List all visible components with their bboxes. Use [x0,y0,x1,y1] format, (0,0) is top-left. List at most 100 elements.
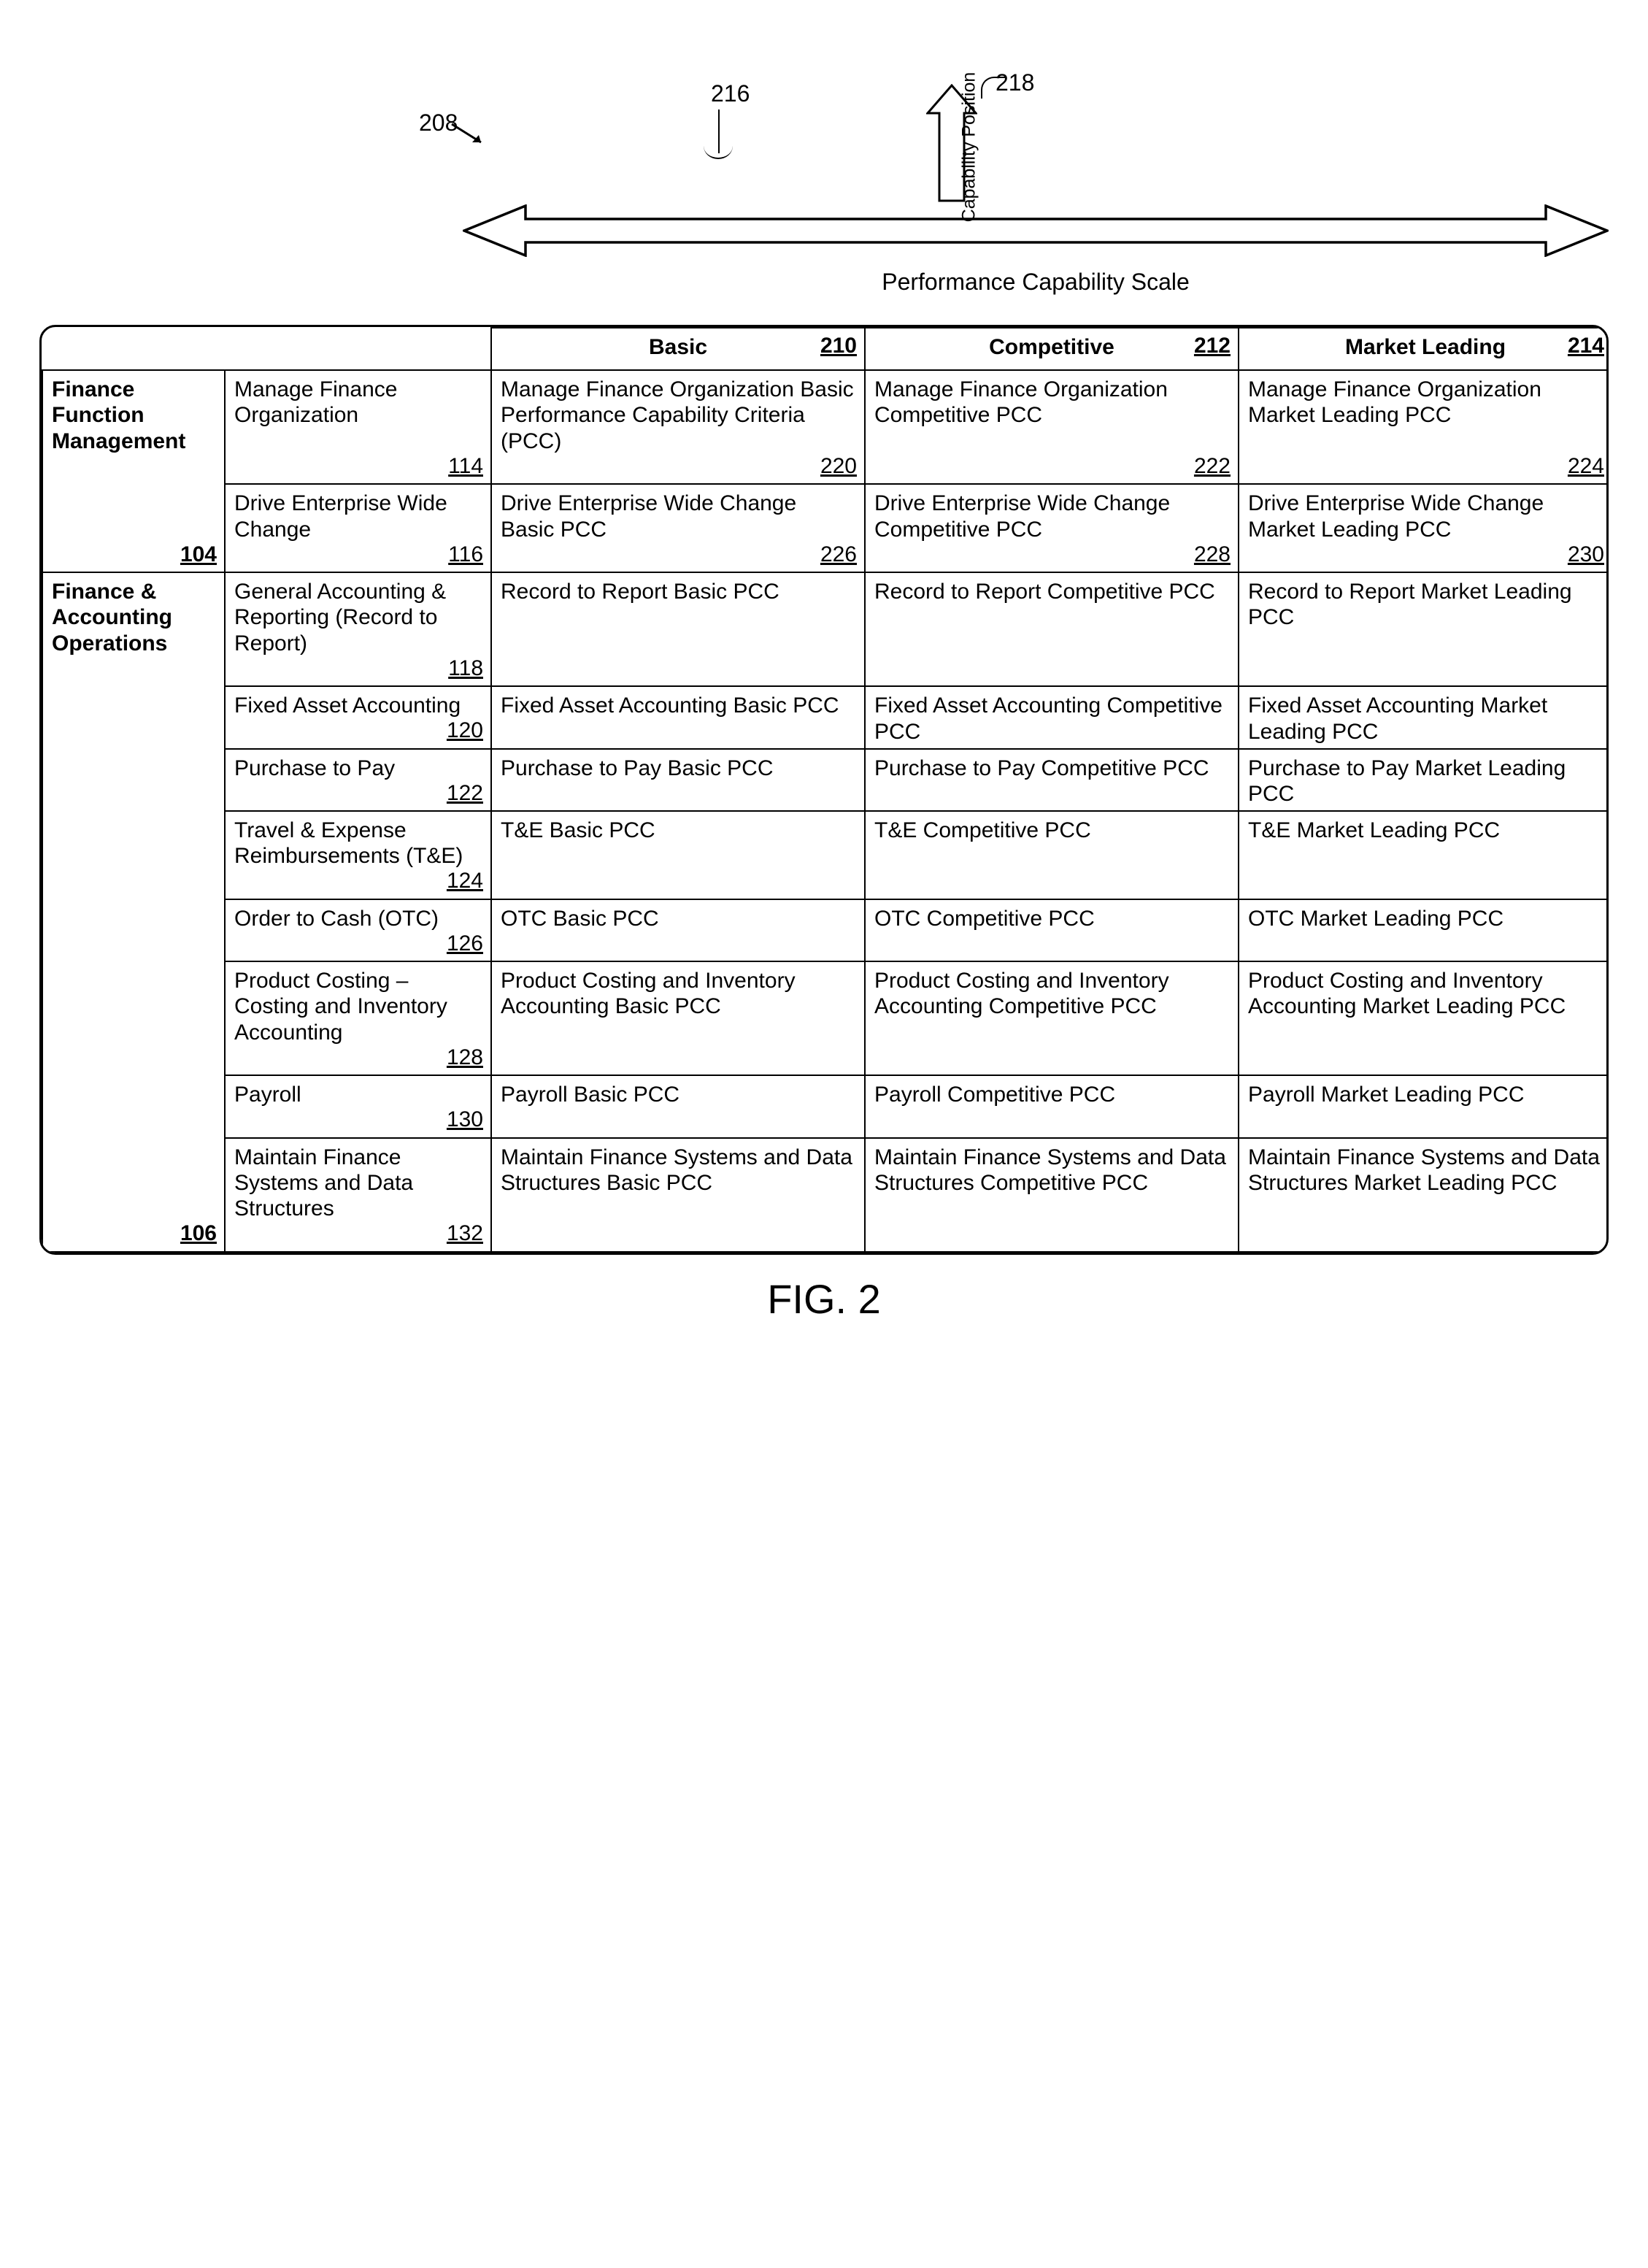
ref-216-label: 216 [711,80,750,107]
blank-header-cell [42,328,491,370]
row-label-cell: Manage Finance Organization 114 [225,370,491,484]
data-cell-text: Manage Finance Organization Market Leadi… [1248,377,1541,427]
table-header-row: Basic 210 Competitive 212 Market Leading… [42,328,1609,370]
category-label: Finance & Accounting Operations [52,580,172,656]
data-cell: Product Costing and Inventory Accounting… [865,961,1239,1075]
data-cell-ref: 222 [1194,453,1231,479]
data-cell-ref: 228 [1194,542,1231,567]
data-cell: Maintain Finance Systems and Data Struct… [1239,1138,1609,1252]
category-cell: Finance Function Management104 [42,370,225,572]
row-label-text: Drive Enterprise Wide Change [234,491,447,541]
data-cell-text: OTC Market Leading PCC [1248,907,1503,931]
row-label-ref: 120 [447,718,483,743]
data-cell-text: Product Costing and Inventory Accounting… [501,969,796,1018]
row-label-ref: 126 [447,931,483,956]
col-header-label: Market Leading [1345,335,1506,359]
category-ref: 106 [180,1221,217,1246]
category-ref: 104 [180,542,217,567]
data-cell-text: Fixed Asset Accounting Market Leading PC… [1248,693,1547,743]
table-row: Payroll 130 Payroll Basic PCC Payroll Compe… [42,1075,1609,1137]
data-cell: Record to Report Basic PCC [491,572,865,686]
row-label-ref: 122 [447,780,483,806]
row-label-ref: 118 [448,656,483,681]
row-label-cell: Product Costing – Costing and Inventory … [225,961,491,1075]
row-label-text: Maintain Finance Systems and Data Struct… [234,1145,413,1221]
data-cell: Maintain Finance Systems and Data Struct… [491,1138,865,1252]
row-label-ref: 132 [447,1221,483,1246]
col-header-basic: Basic 210 [491,328,865,370]
data-cell: Manage Finance Organization Market Leadi… [1239,370,1609,484]
data-cell: Manage Finance Organization Basic Perfor… [491,370,865,484]
data-cell-text: Record to Report Market Leading PCC [1248,580,1572,629]
data-cell: Fixed Asset Accounting Market Leading PC… [1239,686,1609,748]
table-row: Fixed Asset Accounting120 Fixed Asset Acc… [42,686,1609,748]
row-label-ref: 116 [448,542,483,567]
data-cell: Product Costing and Inventory Accounting… [491,961,865,1075]
row-label-text: Order to Cash (OTC) [234,907,439,931]
data-cell-text: Fixed Asset Accounting Basic PCC [501,693,839,718]
col-header-ref: 210 [820,333,857,358]
data-cell: T&E Basic PCC [491,811,865,899]
data-cell-text: Purchase to Pay Basic PCC [501,756,774,780]
row-label-ref: 128 [447,1045,483,1070]
data-cell-text: Purchase to Pay Competitive PCC [874,756,1209,780]
row-label-text: General Accounting & Reporting (Record t… [234,580,446,656]
category-cell: Finance & Accounting Operations 106 [42,572,225,1252]
capability-table: Basic 210 Competitive 212 Market Leading… [42,327,1609,1253]
data-cell: Payroll Market Leading PCC [1239,1075,1609,1137]
data-cell-text: OTC Basic PCC [501,907,659,931]
data-cell: Purchase to Pay Basic PCC [491,749,865,811]
table-row: Order to Cash (OTC)126OTC Basic PCCOTC C… [42,899,1609,961]
data-cell-text: T&E Competitive PCC [874,818,1091,842]
capability-position-arrow: Capability Position [926,84,977,201]
row-label-cell: Maintain Finance Systems and Data Struct… [225,1138,491,1252]
row-label-text: Purchase to Pay [234,756,395,780]
row-label-ref: 130 [447,1107,483,1132]
data-cell: Drive Enterprise Wide Change Competitive… [865,484,1239,572]
row-label-cell: General Accounting & Reporting (Record t… [225,572,491,686]
double-arrow-icon [463,204,1609,257]
data-cell: Payroll Competitive PCC [865,1075,1239,1137]
table-row: Purchase to Pay 122 Purchase to Pay Basic … [42,749,1609,811]
data-cell: Maintain Finance Systems and Data Struct… [865,1138,1239,1252]
capability-table-wrap: Basic 210 Competitive 212 Market Leading… [39,325,1609,1255]
table-row: Travel & Expense Reimbursements (T&E)124… [42,811,1609,899]
data-cell: Manage Finance Organization Competitive … [865,370,1239,484]
row-label-cell: Order to Cash (OTC) 126 [225,899,491,961]
ref-218-label: 218 [996,69,1034,96]
data-cell: Fixed Asset Accounting Basic PCC [491,686,865,748]
row-label-cell: Drive Enterprise Wide Change116 [225,484,491,572]
ref-208-arrow-icon [448,120,492,150]
figure-label: FIG. 2 [39,1275,1609,1323]
data-cell-text: Record to Report Competitive PCC [874,580,1215,604]
data-cell-text: Payroll Basic PCC [501,1083,679,1107]
data-cell: T&E Competitive PCC [865,811,1239,899]
data-cell-text: Manage Finance Organization Basic Perfor… [501,377,854,453]
row-label-text: Payroll [234,1083,301,1107]
table-row: Finance Function Management104Manage Fin… [42,370,1609,484]
data-cell-text: Product Costing and Inventory Accounting… [1248,969,1566,1018]
data-cell-ref: 230 [1568,542,1604,567]
data-cell: Drive Enterprise Wide Change Basic PCC22… [491,484,865,572]
data-cell-text: T&E Basic PCC [501,818,655,842]
row-label-ref: 114 [448,453,483,479]
data-cell-text: Fixed Asset Accounting Competitive PCC [874,693,1222,743]
row-label-text: Fixed Asset Accounting [234,693,461,718]
row-label-text: Travel & Expense Reimbursements (T&E) [234,818,463,868]
capability-table-body: Basic 210 Competitive 212 Market Leading… [42,328,1609,1252]
data-cell: Purchase to Pay Competitive PCC [865,749,1239,811]
data-cell-ref: 226 [820,542,857,567]
row-label-text: Manage Finance Organization [234,377,397,427]
row-label-cell: Purchase to Pay 122 [225,749,491,811]
figure-2: 208 216 218 Capability Position Performa… [39,36,1609,1323]
data-cell-text: Purchase to Pay Market Leading PCC [1248,756,1566,806]
row-label-cell: Payroll 130 [225,1075,491,1137]
data-cell-text: Maintain Finance Systems and Data Struct… [1248,1145,1600,1195]
data-cell-text: Payroll Competitive PCC [874,1083,1115,1107]
data-cell: OTC Basic PCC [491,899,865,961]
data-cell-text: Product Costing and Inventory Accounting… [874,969,1169,1018]
data-cell-text: Drive Enterprise Wide Change Market Lead… [1248,491,1544,541]
data-cell-ref: 224 [1568,453,1604,479]
data-cell: Product Costing and Inventory Accounting… [1239,961,1609,1075]
ref-216-leader-line [718,109,720,153]
